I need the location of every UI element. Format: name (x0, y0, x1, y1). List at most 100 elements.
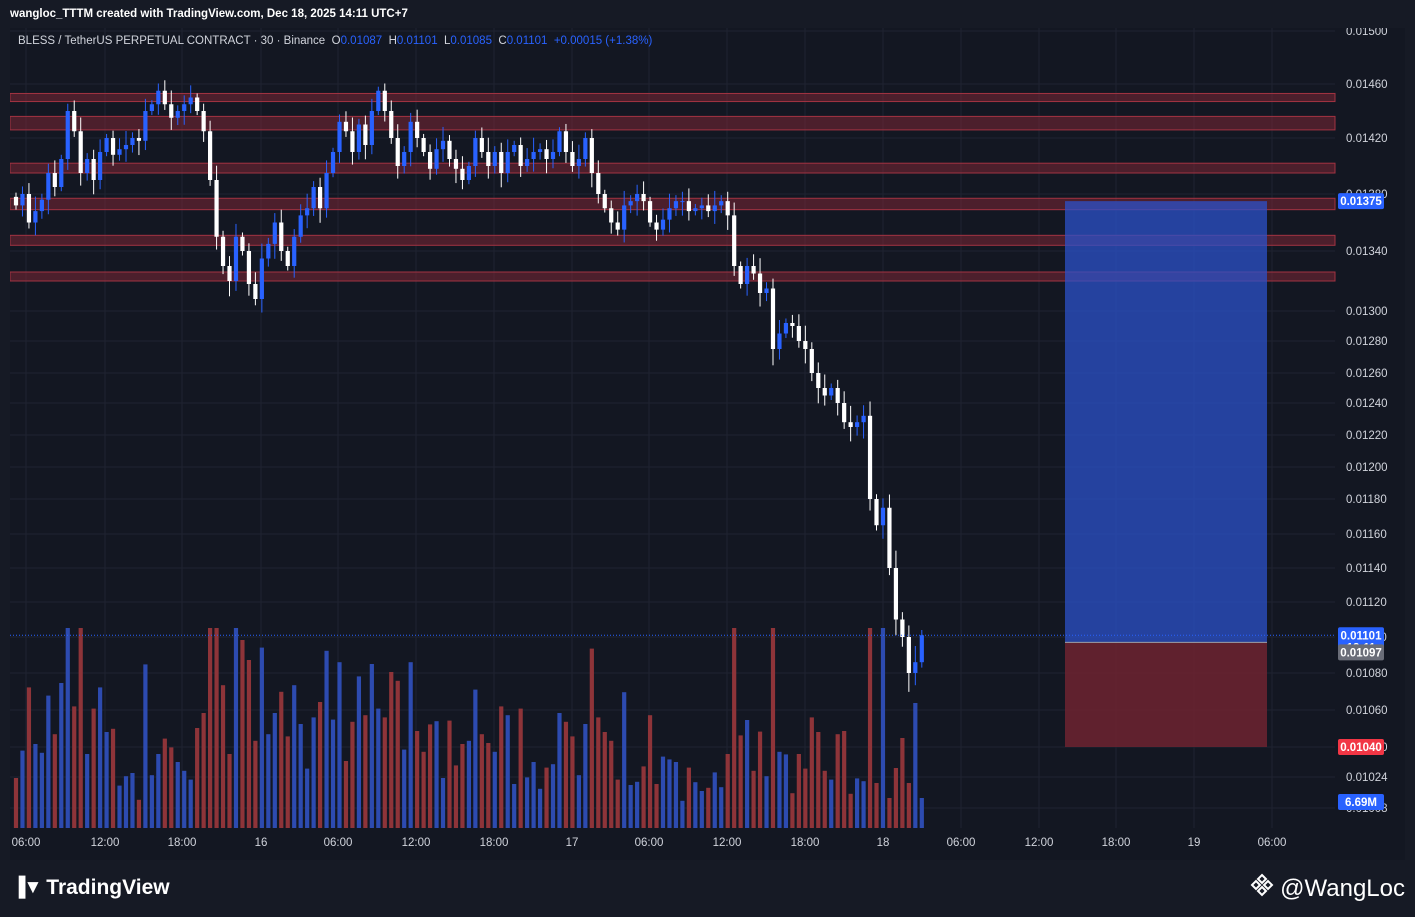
candle-body (65, 111, 70, 159)
volume-bar (98, 687, 103, 828)
candle-body (227, 266, 232, 281)
candle-body (233, 236, 239, 281)
candle-body (628, 201, 633, 206)
candle-body (136, 138, 142, 141)
volume-bar (596, 717, 601, 828)
candle-body (706, 205, 711, 212)
candle-body (169, 104, 174, 118)
candle-body (751, 266, 756, 274)
volume-bar (78, 628, 83, 828)
volume-bar (777, 751, 782, 828)
volume-bar (350, 721, 355, 828)
volume-bar (110, 728, 116, 828)
volume-bar (518, 708, 523, 828)
volume-bar (479, 734, 484, 828)
volume-bar (233, 628, 239, 828)
candle-body (162, 90, 167, 105)
candle-body (26, 194, 32, 223)
volume-bar (330, 719, 336, 828)
price-tick-label: 0.01280 (1346, 336, 1388, 348)
candle-body (91, 159, 96, 180)
candle-body (240, 236, 245, 251)
time-tick-label: 18:00 (480, 837, 509, 849)
volume-bar (246, 660, 252, 828)
volume-bar (686, 767, 691, 828)
volume-bar (466, 740, 471, 828)
volume-bar (266, 734, 271, 828)
volume-bar (402, 749, 407, 828)
volume-bar (117, 785, 122, 828)
candle-body (835, 388, 840, 403)
candlestick-chart[interactable]: 0.015000.014600.014200.013800.013400.013… (10, 28, 1405, 860)
resistance-zone (10, 197, 1336, 211)
candle-body (104, 138, 109, 152)
volume-bar (602, 732, 607, 828)
chart-panel[interactable]: 0.015000.014600.014200.013800.013400.013… (10, 28, 1405, 860)
candle-body (686, 201, 691, 212)
volume-bar (732, 628, 737, 828)
candle-body (809, 349, 814, 373)
volume-badge-text: 6.69M (1345, 797, 1377, 809)
candle-body (563, 131, 569, 152)
candle-body (693, 208, 698, 212)
volume-bar (421, 751, 426, 828)
candle-body (816, 373, 821, 388)
tradingview-brand-text: TradingView (46, 876, 170, 899)
candle-body (550, 152, 556, 159)
candle-body (98, 152, 103, 180)
candle-body (699, 205, 704, 209)
stop-price-badge-text: 0.01040 (1340, 742, 1382, 754)
volume-bar (576, 775, 581, 828)
candle-body (408, 121, 413, 152)
candle-body (537, 149, 543, 152)
volume-bar (427, 724, 433, 828)
candle-body (389, 111, 394, 138)
volume-bar (227, 754, 232, 828)
candle-body (770, 288, 776, 349)
tradingview-logo[interactable]: ▐▼ TradingView (12, 876, 170, 900)
volume-bar (867, 628, 873, 828)
candle-body (453, 159, 459, 169)
volume-bar (531, 762, 536, 828)
time-tick-label: 06:00 (635, 837, 664, 849)
candle-body (110, 138, 116, 155)
symbol-name[interactable]: BLESS / TetherUS PERPETUAL CONTRACT · 30… (18, 35, 326, 47)
legend-o: O0.01087 (331, 35, 383, 47)
volume-bar (913, 703, 918, 828)
volume-bar (796, 754, 801, 828)
volume-bar (195, 728, 200, 828)
candle-body (576, 159, 581, 166)
candle-body (324, 173, 329, 209)
volume-bar (486, 743, 491, 828)
candle-body (796, 326, 801, 341)
candle-body (466, 166, 471, 180)
candle-body (596, 173, 601, 194)
volume-bar (85, 754, 90, 828)
candle-body (725, 201, 730, 216)
candle-body (764, 288, 769, 293)
candle-body (874, 499, 879, 526)
candle-body (434, 149, 439, 169)
price-tick-label: 0.01140 (1346, 563, 1387, 575)
volume-bar (149, 775, 154, 828)
candle-body (208, 131, 213, 180)
volume-bar (136, 799, 142, 828)
candle-body (343, 121, 349, 132)
candle-body (531, 152, 536, 159)
resistance-zone (10, 115, 1336, 131)
candle-body (855, 422, 860, 427)
volume-bar (499, 706, 504, 828)
price-tick-label: 0.01024 (1346, 772, 1388, 784)
volume-bar (453, 765, 459, 828)
volume-bar (699, 791, 704, 828)
tradingview-mark-icon: ▐▼ (12, 877, 42, 898)
volume-bar (680, 800, 685, 828)
volume-bar (59, 683, 64, 828)
volume-badge (1338, 794, 1384, 810)
candle-body (298, 215, 303, 237)
candle-body (525, 159, 530, 166)
candle-body (783, 323, 789, 334)
created-by-text: wangloc_TTTM created with TradingView.co… (10, 8, 408, 20)
candle-body (673, 201, 679, 209)
volume-bar (169, 747, 174, 828)
